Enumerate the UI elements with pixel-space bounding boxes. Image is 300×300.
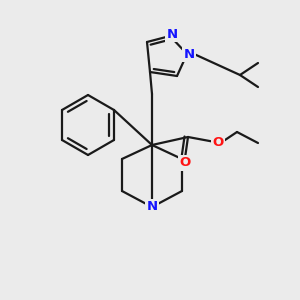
Text: O: O bbox=[212, 136, 224, 148]
Text: O: O bbox=[179, 157, 191, 169]
Text: N: N bbox=[183, 47, 195, 61]
Text: N: N bbox=[146, 200, 158, 214]
Text: N: N bbox=[167, 28, 178, 40]
